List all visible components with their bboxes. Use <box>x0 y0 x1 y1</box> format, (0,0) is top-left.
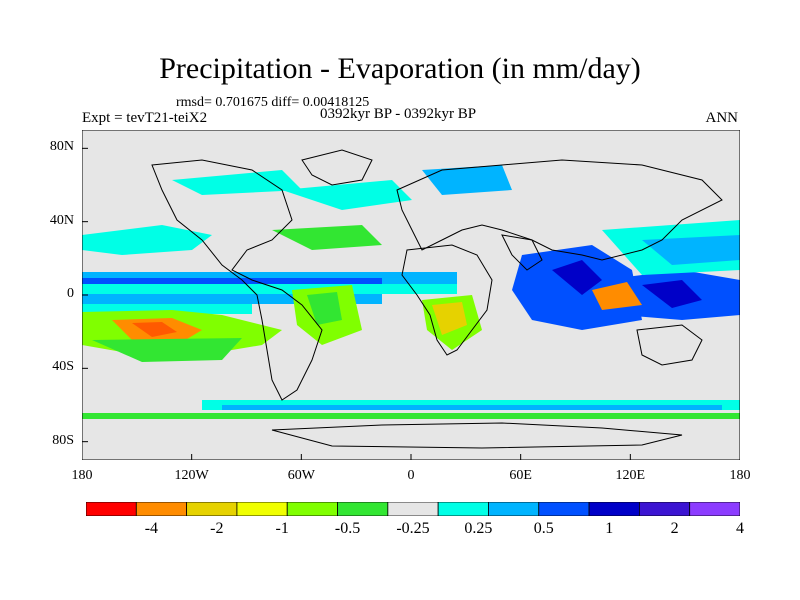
lon-tick-label: 60W <box>287 468 315 483</box>
lat-tick-label: 40S <box>52 359 74 375</box>
colorbar-box <box>488 502 540 516</box>
lon-tick-label: 120E <box>615 468 646 483</box>
lat-tick-label: 0 <box>67 286 74 301</box>
precip-evap-field <box>82 165 740 419</box>
colorbar-box <box>538 502 590 516</box>
colorbar-label: -4 <box>144 520 159 537</box>
period-label: 0392kyr BP - 0392kyr BP <box>320 106 477 122</box>
lon-tick-label: 60E <box>509 468 532 483</box>
tick-marks <box>82 147 740 460</box>
rmsd-diff-stats: rmsd= 0.701675 diff= 0.00418125 <box>176 95 370 110</box>
colorbar-box <box>236 502 288 516</box>
lat-tick-label: 80S <box>52 432 74 448</box>
colorbar-box <box>588 502 640 516</box>
colorbar-box <box>186 502 238 516</box>
colorbar-box <box>86 502 137 516</box>
colorbar-label: -2 <box>210 520 224 537</box>
colorbar-box <box>135 502 188 516</box>
map-title: Precipitation - Evaporation (in mm/day) <box>159 52 641 85</box>
lat-tick-label: 40N <box>49 212 74 228</box>
colorbar-label: -0.25 <box>396 520 430 537</box>
experiment-label: Expt = tevT21-teiX2 <box>82 110 208 126</box>
colorbar-label: 2 <box>670 520 679 537</box>
lon-tick-label: 180 <box>729 468 751 483</box>
world-map <box>82 130 740 460</box>
colorbar-box <box>337 502 389 516</box>
colorbar <box>86 502 740 516</box>
lon-tick-label: 120W <box>174 468 209 483</box>
season-label: ANN <box>705 110 739 126</box>
colorbar-box <box>437 502 489 516</box>
colorbar-label: 1 <box>605 520 614 537</box>
colorbar-box <box>689 502 740 516</box>
lat-tick-label: 80N <box>49 139 74 155</box>
colorbar-label: -0.5 <box>334 520 361 537</box>
colorbar-label: 0.5 <box>533 520 554 537</box>
colorbar-label: 0.25 <box>464 520 493 537</box>
coastlines <box>151 149 723 449</box>
colorbar-box <box>387 502 439 516</box>
colorbar-label: -1 <box>275 520 289 537</box>
colorbar-label: 4 <box>736 520 744 537</box>
lon-tick-label: 0 <box>407 468 415 483</box>
lon-tick-label: 180 <box>71 468 93 483</box>
colorbar-box <box>638 502 691 516</box>
colorbar-box <box>286 502 338 516</box>
